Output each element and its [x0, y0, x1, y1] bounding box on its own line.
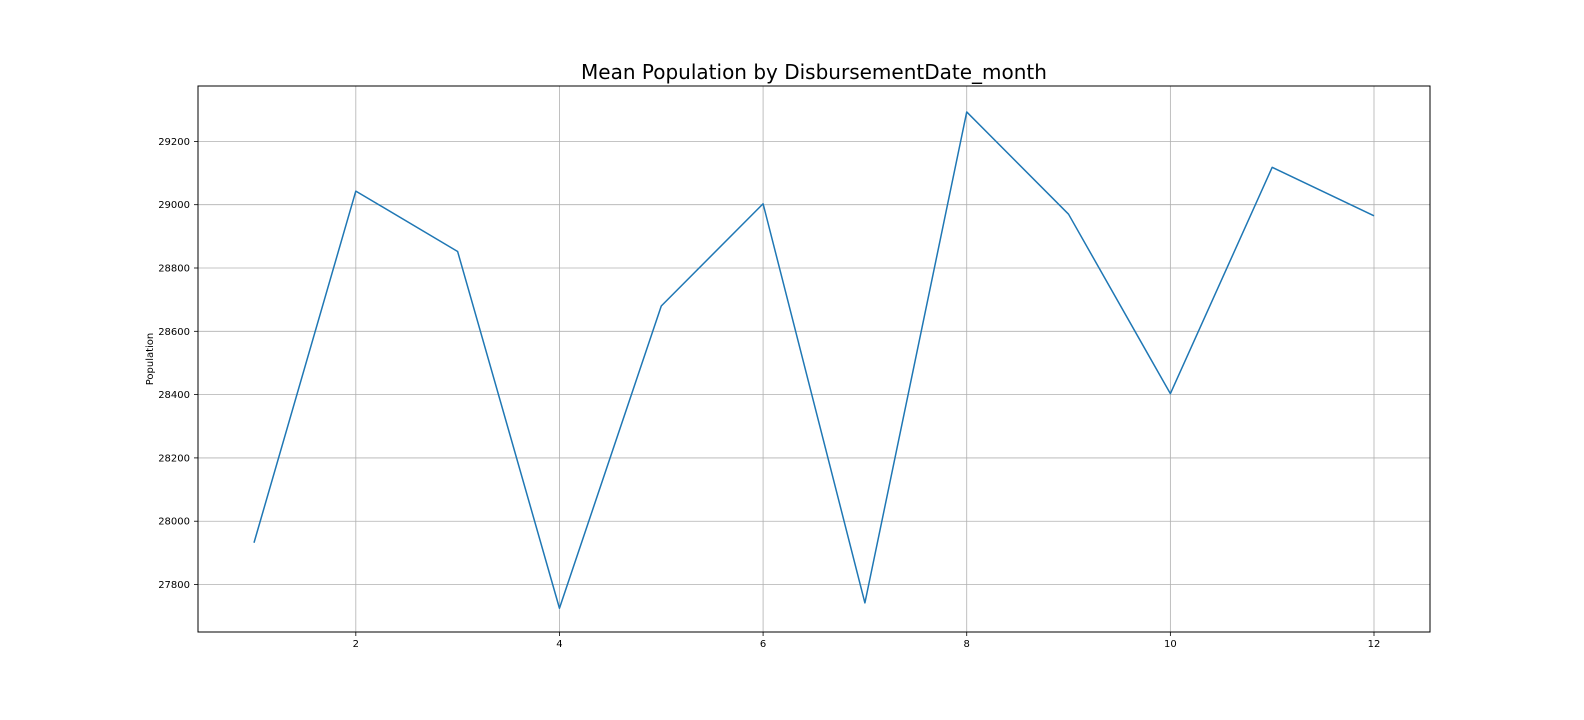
- y-axis-label: Population: [145, 333, 156, 386]
- x-tick-label: 10: [1164, 639, 1177, 650]
- x-tick-label: 2: [353, 639, 359, 650]
- series-layer: [253, 111, 1375, 610]
- y-tick-label: 29000: [158, 200, 190, 211]
- x-tick-label: 12: [1368, 639, 1381, 650]
- x-tick-label: 8: [964, 639, 970, 650]
- grid-lines: [198, 86, 1430, 632]
- chart-title: Mean Population by DisbursementDate_mont…: [581, 60, 1047, 84]
- y-tick-label: 28200: [158, 453, 190, 464]
- series-line: [253, 111, 1375, 610]
- y-tick-label: 27800: [158, 580, 190, 591]
- plot-frame: [197, 85, 1431, 633]
- y-tick-label: 28000: [158, 517, 190, 528]
- axis-ticks: 2 4 6 8 10 12 27800 28000 28200 28400 28600 28800 29…: [158, 137, 1380, 650]
- y-tick-label: 28800: [158, 264, 190, 275]
- x-tick-label: 4: [556, 639, 562, 650]
- x-tick-label: 6: [760, 639, 766, 650]
- y-tick-label: 28400: [158, 390, 190, 401]
- y-tick-label: 28600: [158, 327, 190, 338]
- y-tick-label: 29200: [158, 137, 190, 148]
